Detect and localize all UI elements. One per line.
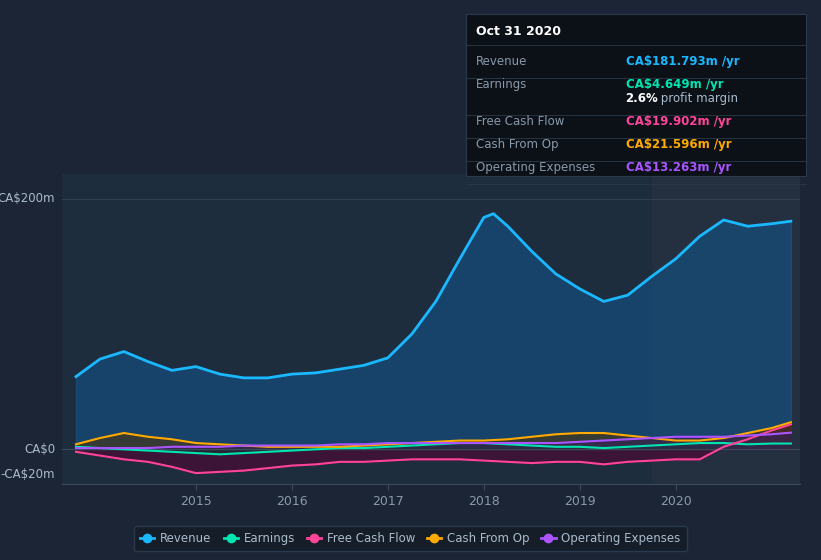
Text: Oct 31 2020: Oct 31 2020	[476, 25, 562, 38]
Text: CA$0: CA$0	[24, 443, 55, 456]
Text: profit margin: profit margin	[657, 92, 738, 105]
Legend: Revenue, Earnings, Free Cash Flow, Cash From Op, Operating Expenses: Revenue, Earnings, Free Cash Flow, Cash …	[135, 526, 686, 551]
Text: Cash From Op: Cash From Op	[476, 138, 558, 151]
Text: CA$19.902m /yr: CA$19.902m /yr	[626, 115, 732, 128]
Text: Earnings: Earnings	[476, 78, 528, 91]
Text: -CA$20m: -CA$20m	[1, 468, 55, 481]
Text: CA$4.649m /yr: CA$4.649m /yr	[626, 78, 723, 91]
Text: CA$181.793m /yr: CA$181.793m /yr	[626, 55, 739, 68]
Text: CA$13.263m /yr: CA$13.263m /yr	[626, 161, 731, 174]
Text: CA$21.596m /yr: CA$21.596m /yr	[626, 138, 732, 151]
Text: Operating Expenses: Operating Expenses	[476, 161, 595, 174]
Text: CA$200m: CA$200m	[0, 192, 55, 205]
Text: Free Cash Flow: Free Cash Flow	[476, 115, 565, 128]
Text: 2.6%: 2.6%	[626, 92, 658, 105]
Bar	[652, 174, 800, 484]
Text: Revenue: Revenue	[476, 55, 528, 68]
